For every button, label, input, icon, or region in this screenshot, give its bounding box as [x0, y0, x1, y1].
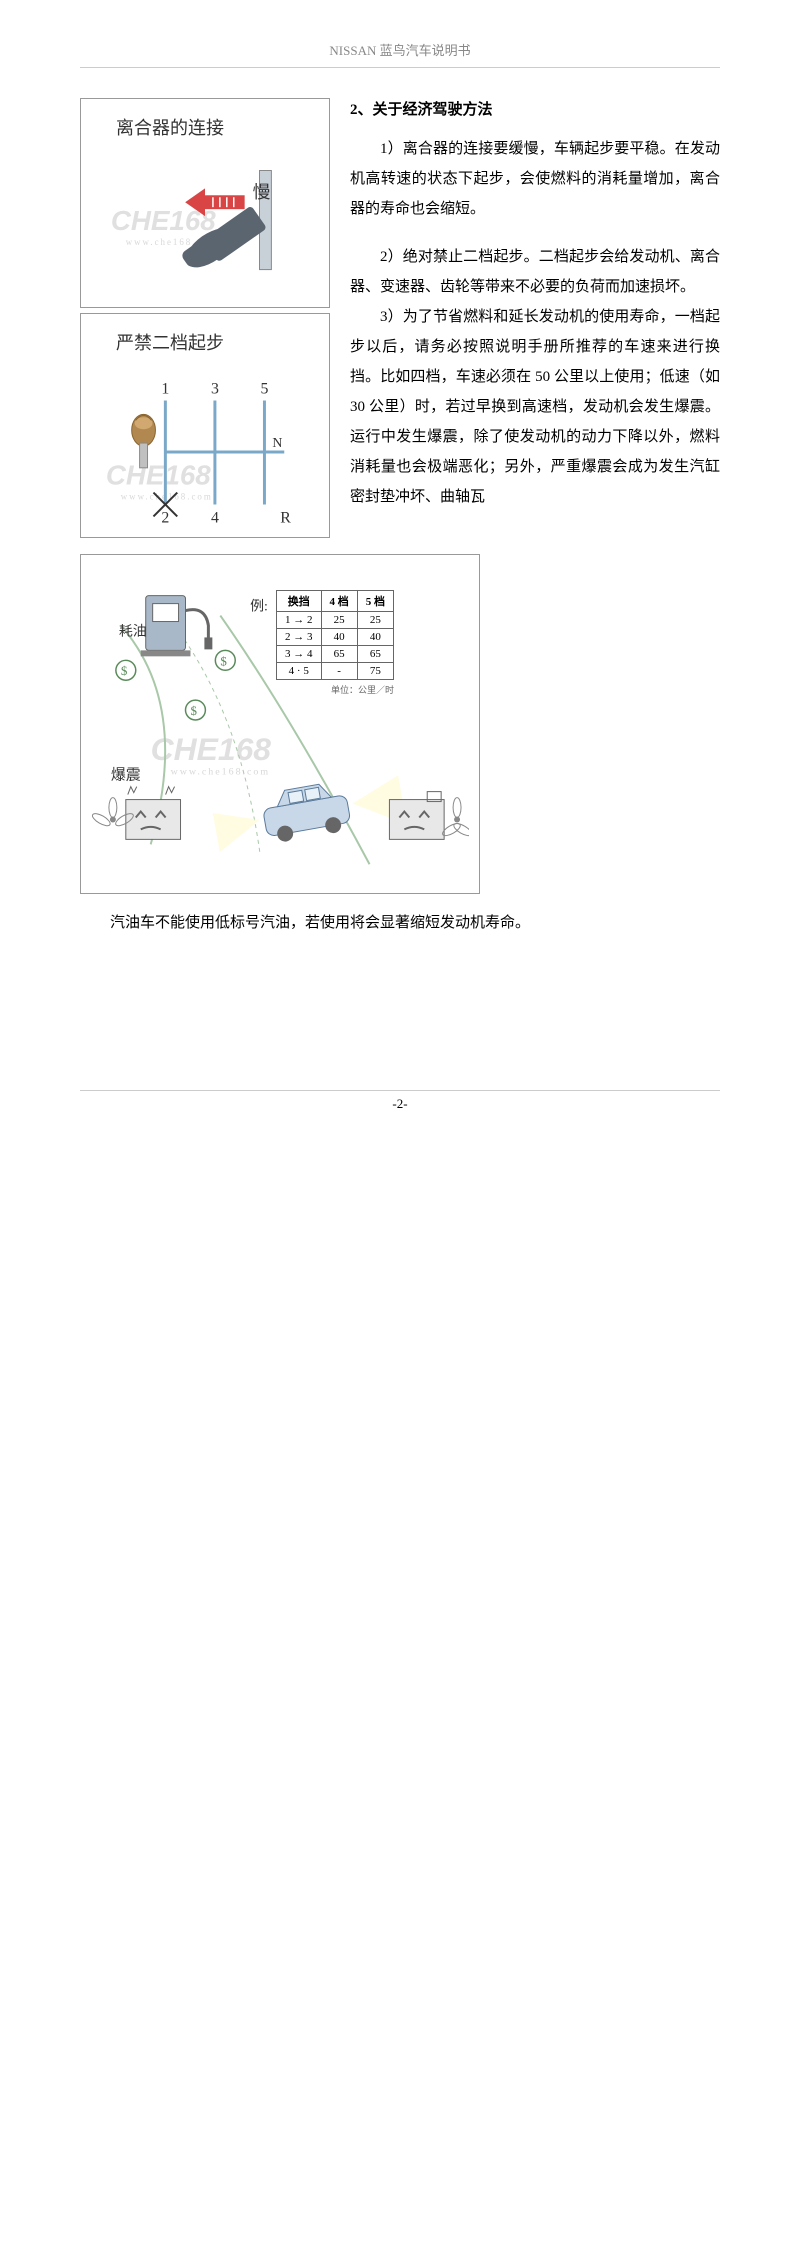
table-cell: 25	[321, 612, 357, 629]
svg-text:R: R	[280, 509, 291, 526]
svg-text:CHE168: CHE168	[151, 731, 272, 767]
table-cell: 40	[357, 629, 393, 646]
figure-clutch-title: 离合器的连接	[96, 114, 314, 140]
clutch-pedal-illustration: CHE168 www.che168.com 慢	[96, 150, 314, 300]
knock-label: 爆震	[111, 767, 141, 784]
table-cell: 2 → 3	[277, 629, 322, 646]
table-cell: 25	[357, 612, 393, 629]
svg-text:3: 3	[211, 381, 219, 398]
gear-shift-illustration: CHE168 www.che168.com 1 3 5 2 4 R N	[96, 365, 314, 535]
table-cell: 75	[357, 663, 393, 680]
page-footer: -2-	[80, 1090, 720, 1112]
text-block-1: 2、关于经济驾驶方法 1）离合器的连接要缓慢，车辆起步要平稳。在发动机高转速的状…	[350, 98, 720, 512]
svg-text:$: $	[220, 653, 227, 668]
table-cell: 1 → 2	[277, 612, 322, 629]
shift-speed-table: 换挡 4 档 5 档 1 → 2 25 25 2 → 3 40 40 3 → 4…	[276, 590, 394, 680]
table-unit: 单位：公里／时	[276, 683, 394, 696]
content-area: 离合器的连接 CHE168 www.che168.com 慢 严禁二档起步 CH…	[80, 98, 720, 512]
example-label: 例:	[250, 599, 268, 615]
figure-clutch: 离合器的连接 CHE168 www.che168.com 慢	[80, 98, 330, 308]
svg-text:$: $	[121, 663, 128, 678]
table-header: 换挡	[277, 591, 322, 612]
svg-text:$: $	[190, 703, 197, 718]
svg-text:CHE168: CHE168	[106, 460, 211, 491]
paragraph-2: 2）绝对禁止二档起步。二档起步会给发动机、离合器、变速器、齿轮等带来不必要的负荷…	[350, 242, 720, 302]
table-cell: 65	[357, 646, 393, 663]
text-block-3: 汽油车不能使用低标号汽油，若使用将会显著缩短发动机寿命。	[80, 908, 720, 938]
page-header: NISSAN 蓝鸟汽车说明书	[80, 40, 720, 68]
svg-text:1: 1	[161, 381, 169, 398]
figure-fuel-knock: CHE168 www.che168.com 耗油 $ $ $ 例:	[80, 554, 480, 894]
table-header: 5 档	[357, 591, 393, 612]
paragraph-3a: 3）为了节省燃料和延长发动机的使用寿命，一档起步以后，请务必按照说明手册所推荐的…	[350, 302, 720, 512]
table-cell: 65	[321, 646, 357, 663]
paragraph-1: 1）离合器的连接要缓慢，车辆起步要平稳。在发动机高转速的状态下起步，会使燃料的消…	[350, 134, 720, 224]
table-cell: -	[321, 663, 357, 680]
svg-text:N: N	[272, 436, 282, 451]
paragraph-5: 汽油车不能使用低标号汽油，若使用将会显著缩短发动机寿命。	[80, 908, 720, 938]
section-title: 2、关于经济驾驶方法	[350, 98, 720, 119]
slow-label: 慢	[253, 182, 271, 202]
table-cell: 40	[321, 629, 357, 646]
svg-text:www.che168.com: www.che168.com	[171, 767, 271, 778]
figure-gear: 严禁二档起步 CHE168 www.che168.com 1 3 5 2 4 R	[80, 313, 330, 538]
svg-text:5: 5	[260, 381, 268, 398]
table-cell: 4 · 5	[277, 663, 322, 680]
table-cell: 3 → 4	[277, 646, 322, 663]
svg-text:2: 2	[161, 509, 169, 526]
svg-text:4: 4	[211, 509, 219, 526]
shift-table-container: 换挡 4 档 5 档 1 → 2 25 25 2 → 3 40 40 3 → 4…	[276, 590, 394, 696]
table-header: 4 档	[321, 591, 357, 612]
figure-gear-title: 严禁二档起步	[96, 329, 314, 355]
fuel-label: 耗油	[119, 623, 147, 639]
